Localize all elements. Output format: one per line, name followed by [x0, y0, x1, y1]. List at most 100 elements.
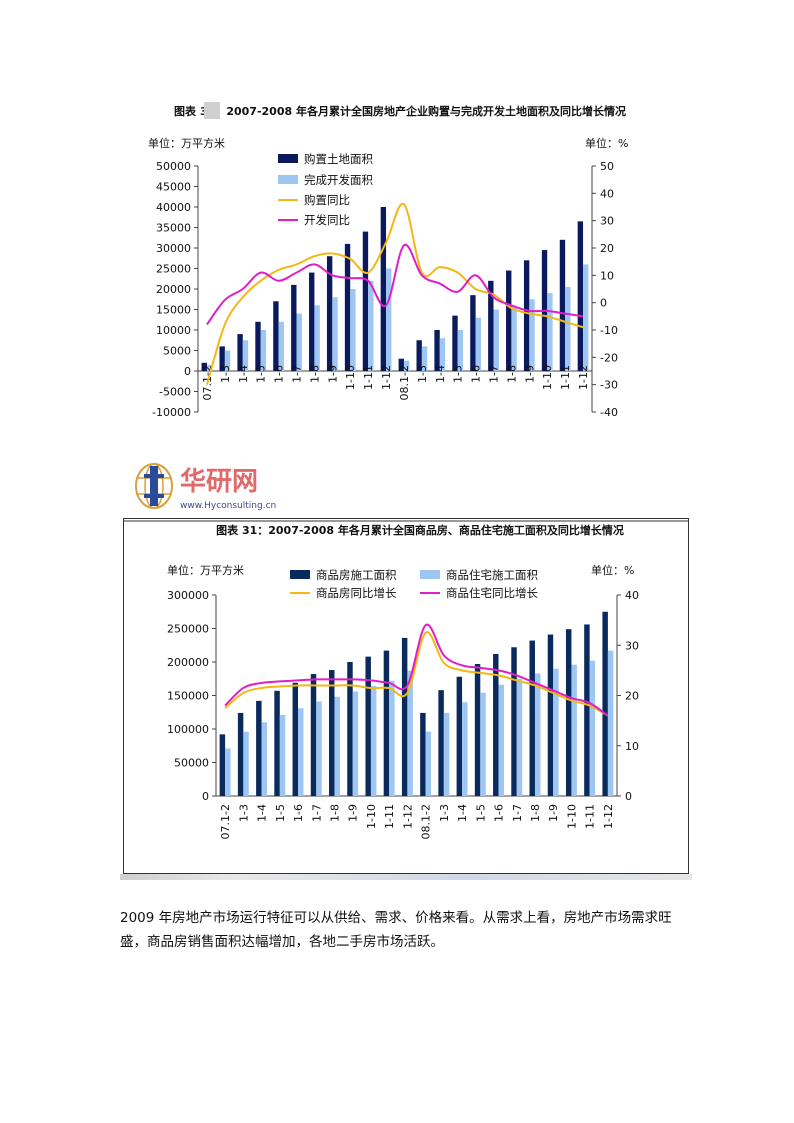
- c1-right-tick-label: 40: [600, 187, 614, 200]
- c1-bar-a: [470, 295, 476, 371]
- c1-bar-b: [493, 309, 499, 371]
- c1-legend-swatch: [278, 154, 298, 163]
- c1-category-label: 1-7: [291, 365, 304, 383]
- c2-bar-b: [571, 664, 577, 796]
- c1-line-a: [205, 203, 584, 385]
- c2-bar-a: [438, 690, 444, 796]
- c1-bar-a: [452, 315, 458, 371]
- c1-category-label: 1-3: [416, 365, 429, 383]
- c2-legend-label: 商品房同比增长: [316, 586, 397, 600]
- body-paragraph: 2009 年房地产市场运行特征可以从供给、需求、价格来看。从需求上看，房地产市场…: [120, 910, 672, 950]
- c1-category-label: 1-11: [559, 365, 572, 390]
- c2-bar-a: [329, 670, 335, 796]
- c2-left-tick-label: 50000: [174, 757, 209, 770]
- c1-bar-b: [403, 360, 410, 371]
- c1-legend-label: 开发同比: [304, 213, 350, 227]
- c2-bar-b: [370, 686, 377, 796]
- c1-bar-a: [201, 362, 207, 371]
- chart-1-title-rest: ：2007-2008 年各月累计全国房地产企业购置与完成开发土地面积及同比增长情…: [215, 104, 626, 118]
- c1-bar-a: [219, 346, 225, 371]
- c1-bar-a: [326, 256, 333, 371]
- c1-bar-a: [273, 301, 279, 371]
- c1-category-label: 1-7: [488, 365, 501, 383]
- c2-category-label: 1-9: [547, 804, 560, 822]
- c2-bar-a: [565, 629, 572, 796]
- c2-category-label: 1-11: [584, 804, 597, 829]
- c2-bar-a: [219, 734, 226, 796]
- c2-category-label: 1-6: [493, 804, 506, 822]
- c2-bar-a: [274, 690, 280, 796]
- c2-right-tick-label: 40: [625, 589, 639, 602]
- c2-category-label: 1-11: [383, 804, 396, 829]
- c2-category-label: 08.1-2: [420, 804, 433, 839]
- c1-left-tick-label: 0: [184, 365, 191, 378]
- chart-1-left-unit: 单位：万平方米: [148, 136, 225, 150]
- c2-category-label: 1-9: [347, 804, 360, 822]
- chart-2-title: 图表 31：2007-2008 年各月累计全国商品房、商品住宅施工面积及同比增长…: [216, 523, 624, 537]
- c2-category-label: 1-8: [328, 804, 341, 822]
- c1-left-tick-label: 10000: [156, 324, 191, 337]
- c2-left-tick-label: 150000: [167, 690, 209, 703]
- c2-category-label: 1-12: [401, 804, 414, 829]
- c2-category-label: 1-5: [474, 804, 487, 822]
- construction-area-chart: 图表 31：2007-2008 年各月累计全国商品房、商品住宅施工面积及同比增长…: [123, 520, 689, 839]
- c1-right-tick-label: -30: [600, 379, 618, 392]
- c1-bar-b: [368, 280, 374, 371]
- c1-line-b: [206, 243, 584, 326]
- c2-bar-b: [516, 678, 523, 796]
- c2-bar-b: [389, 680, 395, 796]
- c2-bar-a: [584, 624, 590, 796]
- c1-bar-b: [260, 330, 267, 371]
- c1-bar-a: [559, 239, 566, 371]
- c1-category-label: 1-10: [541, 365, 554, 390]
- c1-left-tick-label: -10000: [152, 406, 191, 419]
- c2-category-label: 1-5: [274, 804, 287, 822]
- c2-right-tick-label: 30: [625, 639, 639, 652]
- chart-1-title-number-highlight: [204, 102, 220, 119]
- c1-bar-b: [332, 297, 338, 371]
- c2-bar-b: [407, 670, 413, 796]
- c2-bar-b: [480, 692, 486, 796]
- c2-bar-b: [607, 650, 614, 796]
- c2-category-label: 1-8: [529, 804, 542, 822]
- logo-name: 华研网: [180, 466, 258, 497]
- c1-left-tick-label: 30000: [156, 242, 191, 255]
- c2-bar-a: [547, 634, 554, 796]
- c1-bar-a: [416, 340, 422, 371]
- chart-2-plot-area: 300000 250000 200000 150000 100000 50000 0 40 30…: [167, 568, 639, 839]
- c1-category-label: 1-5: [255, 365, 268, 383]
- c1-category-label: 1-8: [505, 365, 518, 383]
- c2-bar-b: [225, 748, 231, 796]
- c2-right-tick-label: 10: [625, 740, 639, 753]
- c1-category-label: 1-11: [362, 365, 375, 390]
- c2-category-label: 1-3: [237, 804, 250, 822]
- c1-category-label: 1-8: [308, 365, 321, 383]
- c1-bar-b: [386, 268, 392, 371]
- c1-bar-b: [439, 338, 446, 371]
- c1-category-label: 1-9: [326, 365, 339, 383]
- c2-bar-b: [316, 701, 322, 796]
- c1-bar-b: [583, 264, 589, 371]
- c2-category-label: 1-3: [438, 804, 451, 822]
- logo-url: www.Hyconsulting.cn: [180, 501, 276, 511]
- c2-right-tick-label: 20: [625, 690, 639, 703]
- c1-bar-b: [565, 286, 571, 371]
- c2-category-label: 1-10: [565, 804, 578, 829]
- c1-bar-b: [475, 317, 481, 371]
- c1-left-tick-label: -5000: [159, 386, 191, 399]
- c1-legend-label: 购置同比: [304, 193, 350, 207]
- c2-bar-a: [365, 656, 371, 796]
- c1-bar-b: [206, 364, 213, 371]
- c2-category-label: 1-7: [511, 804, 524, 822]
- c2-bar-b: [243, 731, 249, 796]
- c1-category-label: 1-6: [470, 365, 483, 383]
- huayan-logo: 华研网 www.Hyconsulting.cn: [132, 456, 292, 516]
- c1-bar-a: [362, 231, 369, 371]
- c2-category-label: 1-12: [602, 804, 615, 829]
- c1-category-label: 1-3: [219, 365, 232, 383]
- c1-bar-b: [529, 299, 535, 371]
- c1-bar-a: [237, 334, 243, 371]
- bottom-strip: [120, 874, 692, 880]
- c2-left-tick-label: 0: [202, 790, 209, 803]
- c2-legend-label: 商品房施工面积: [316, 568, 397, 582]
